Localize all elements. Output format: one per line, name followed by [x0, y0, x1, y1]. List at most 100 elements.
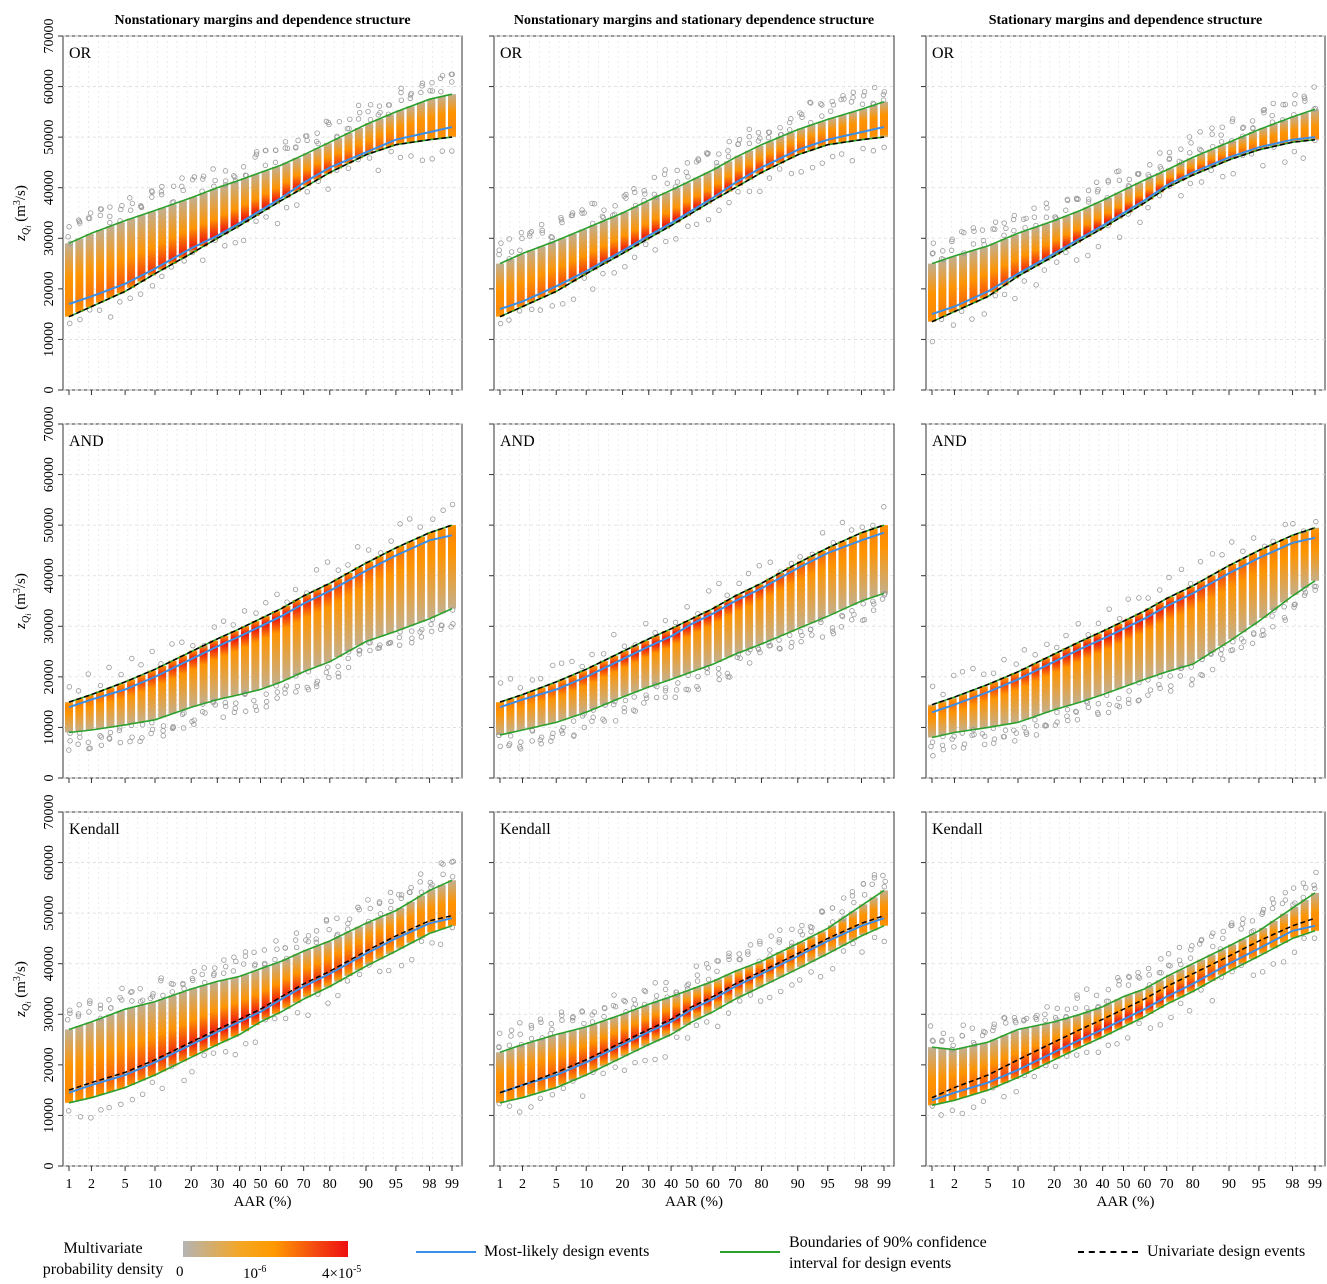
ci-lower-line — [931, 580, 1316, 739]
sample-point — [929, 338, 936, 345]
density-column — [416, 102, 425, 141]
density-column — [344, 133, 353, 164]
sample-point — [1053, 259, 1060, 265]
panel-label: AND — [500, 433, 535, 450]
sample-point — [1260, 906, 1267, 913]
sample-point — [1064, 706, 1071, 713]
sample-point — [767, 994, 773, 1001]
sample-point — [870, 607, 877, 613]
sample-point — [85, 739, 92, 746]
sample-point — [590, 286, 596, 292]
y-tick-label: 70000 — [42, 19, 57, 54]
sample-point — [737, 998, 743, 1004]
density-column — [147, 1002, 156, 1077]
density-column — [1279, 120, 1288, 145]
legend-most-likely-label: Most-likely design events — [484, 1243, 650, 1260]
sample-point — [1052, 1063, 1059, 1070]
sample-point — [96, 307, 103, 313]
sample-point — [643, 692, 649, 698]
density-column — [880, 525, 888, 594]
sample-point — [756, 646, 762, 653]
density-column — [630, 207, 639, 247]
sample-point — [992, 226, 998, 232]
density-column — [620, 650, 629, 697]
sample-point — [1114, 1041, 1120, 1047]
sample-point — [252, 154, 258, 160]
density-column — [303, 153, 312, 186]
density-column — [1186, 586, 1195, 665]
sample-point — [776, 637, 782, 643]
sample-point — [1179, 159, 1185, 166]
sample-point — [940, 746, 946, 753]
panel-frame — [493, 35, 895, 391]
density-column — [610, 1017, 619, 1062]
y-tick-label: 30000 — [42, 221, 57, 256]
sample-point — [767, 559, 773, 565]
sample-point — [766, 175, 773, 181]
sample-point — [1282, 521, 1288, 528]
density-column — [282, 162, 291, 198]
sample-point — [1197, 558, 1204, 565]
sample-point — [67, 1007, 73, 1014]
density-column — [1186, 964, 1195, 993]
sample-point — [180, 725, 187, 731]
sample-point — [232, 705, 238, 712]
sample-point — [149, 194, 155, 200]
density-column — [1124, 994, 1133, 1025]
sample-point — [1158, 166, 1164, 172]
density-column — [1145, 608, 1154, 678]
sample-point — [1270, 624, 1276, 630]
sample-point — [220, 714, 226, 720]
sample-point — [106, 997, 112, 1003]
density-column — [1021, 668, 1030, 720]
sample-point — [819, 530, 826, 536]
sample-point — [767, 642, 774, 649]
density-column — [1197, 959, 1206, 987]
sample-point — [137, 985, 143, 992]
sample-point — [672, 619, 679, 626]
sample-point — [767, 947, 773, 953]
sample-point — [798, 111, 805, 117]
colorbar-label-0: 0 — [176, 1264, 184, 1280]
sample-point — [549, 303, 555, 309]
sample-point — [642, 988, 649, 995]
sample-point — [223, 703, 229, 710]
sample-point — [448, 71, 455, 77]
sample-point — [1281, 604, 1287, 610]
panel-AND-0: AND 0 10000 20000 30000 40000 50000 60000 70000 z… — [12, 407, 463, 783]
sample-point — [961, 741, 968, 747]
sample-point — [97, 1006, 104, 1012]
density-column — [1145, 177, 1154, 200]
density-column — [817, 550, 826, 619]
density-column — [1217, 569, 1226, 646]
sample-point — [569, 210, 576, 216]
sample-point — [992, 219, 999, 225]
sample-point — [304, 189, 310, 195]
sample-point — [1021, 724, 1027, 731]
sample-point — [1106, 701, 1112, 708]
sample-point — [1313, 518, 1319, 525]
sample-point — [179, 639, 185, 645]
sample-point — [305, 686, 312, 693]
sample-point — [591, 201, 598, 207]
sample-point — [724, 670, 731, 677]
sample-point — [788, 170, 795, 177]
sample-point — [621, 997, 627, 1004]
sample-point — [819, 634, 826, 640]
sample-point — [365, 897, 371, 903]
sample-point — [529, 306, 535, 313]
sample-point — [106, 664, 112, 671]
sample-point — [1010, 216, 1017, 223]
sample-point — [129, 988, 135, 995]
density-column — [1259, 127, 1268, 149]
sample-point — [429, 80, 435, 86]
sample-point — [538, 1019, 544, 1025]
y-tick-label: 30000 — [42, 609, 57, 644]
density-column — [406, 541, 415, 626]
sample-point — [388, 905, 394, 912]
sample-point — [631, 254, 638, 261]
sample-point — [798, 169, 804, 175]
sample-point — [1167, 963, 1173, 969]
sample-point — [66, 224, 72, 230]
sample-point — [189, 177, 196, 183]
